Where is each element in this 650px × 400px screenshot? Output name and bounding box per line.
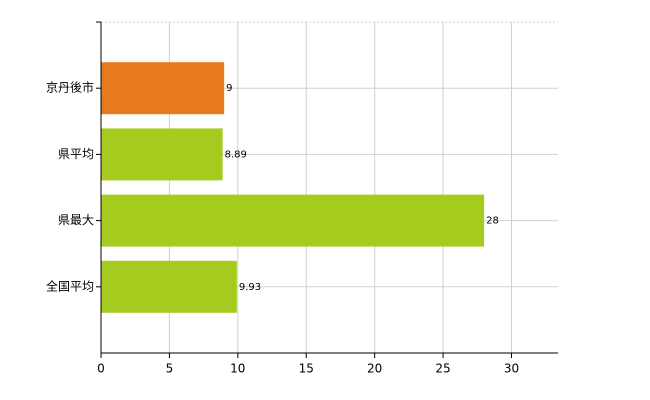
- value-label: 8.89: [225, 149, 247, 160]
- x-tick-label: 0: [97, 362, 105, 376]
- bar: [101, 260, 237, 313]
- y-tick-label: 全国平均: [46, 278, 94, 293]
- value-label: 28: [486, 216, 499, 227]
- y-tick-label: 京丹後市: [46, 80, 94, 95]
- x-tick-label: 5: [166, 362, 174, 376]
- x-tick-label: 20: [367, 362, 382, 376]
- value-label: 9.93: [239, 282, 261, 293]
- x-tick-label: 10: [230, 362, 245, 376]
- bar: [101, 62, 225, 115]
- value-label: 9: [226, 83, 232, 94]
- bar: [101, 128, 223, 181]
- x-tick-label: 15: [299, 362, 314, 376]
- x-tick-label: 30: [504, 362, 519, 376]
- x-tick-label: 25: [435, 362, 450, 376]
- y-tick-label: 県最大: [58, 213, 94, 227]
- y-tick-label: 県平均: [58, 147, 94, 161]
- bar: [101, 194, 485, 247]
